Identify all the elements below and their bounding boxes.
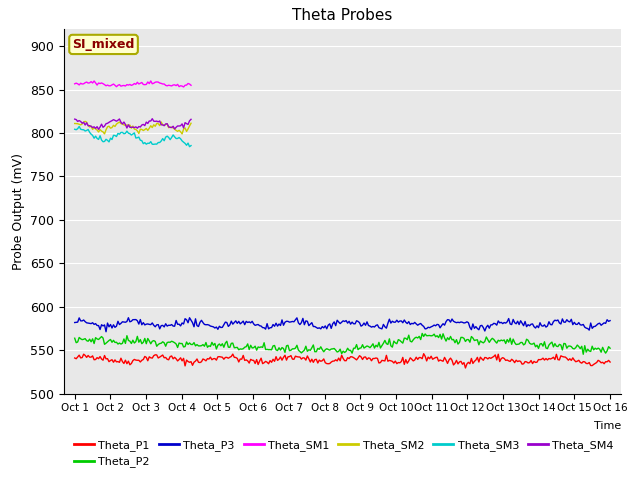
Title: Theta Probes: Theta Probes bbox=[292, 9, 392, 24]
Legend: Theta_P1, Theta_P2, Theta_P3, Theta_SM1, Theta_SM2, Theta_SM3, Theta_SM4: Theta_P1, Theta_P2, Theta_P3, Theta_SM1,… bbox=[70, 436, 618, 472]
Text: SI_mixed: SI_mixed bbox=[72, 38, 135, 51]
Text: Time: Time bbox=[593, 421, 621, 431]
Y-axis label: Probe Output (mV): Probe Output (mV) bbox=[12, 153, 25, 270]
